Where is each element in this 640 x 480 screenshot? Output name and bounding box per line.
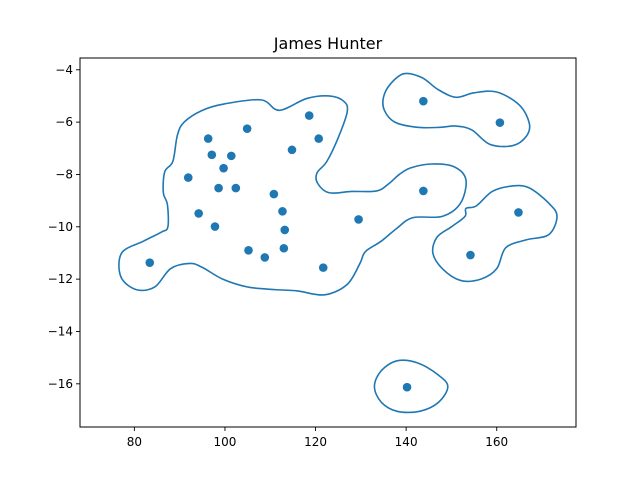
x-tick-label: 160 [485,435,508,449]
contour-line-3 [431,184,558,283]
data-point-23 [402,382,412,392]
data-point-16 [279,243,289,253]
x-tick-label: 120 [304,435,327,449]
data-point-12 [244,246,253,255]
y-tick-label: −12 [48,272,73,286]
data-point-27 [495,118,505,127]
data-point-13 [260,253,270,262]
data-point-22 [354,215,363,224]
data-point-10 [231,183,241,193]
x-tick-label: 100 [213,435,236,449]
data-point-25 [419,186,428,196]
y-axis: −4 −6 −8 −10 −12 −14 −16 [48,63,80,391]
data-point-20 [314,134,324,143]
data-point-4 [203,134,213,143]
data-point-11 [242,124,252,133]
data-point-24 [419,96,428,106]
y-tick-label: −16 [48,377,73,391]
data-point-7 [214,183,223,193]
points-layer [145,96,523,392]
data-point-15 [278,207,287,216]
data-point-2 [183,173,193,182]
data-point-21 [318,263,328,272]
data-point-9 [226,151,236,161]
y-tick-label: −10 [48,220,73,234]
data-point-5 [207,150,217,160]
contour-line-1 [118,95,467,296]
plot-frame [79,57,577,428]
y-tick-label: −6 [55,115,73,129]
data-point-19 [304,111,314,120]
contour-line-2 [382,72,531,148]
chart-title: James Hunter [273,34,383,53]
x-tick-label: 140 [395,435,418,449]
data-point-6 [210,222,220,231]
y-tick-label: −8 [55,167,73,181]
y-tick-label: −4 [55,63,73,77]
data-point-17 [280,225,290,235]
y-tick-label: −14 [48,324,73,338]
data-point-14 [269,189,279,199]
data-point-28 [514,208,523,217]
x-axis: 80 100 120 140 160 [127,427,508,449]
contour-line-4 [373,359,449,414]
data-point-1 [145,258,155,267]
data-point-3 [194,209,203,218]
data-point-8 [219,163,228,173]
contour-layer [118,72,558,414]
x-tick-label: 80 [127,435,142,449]
data-point-26 [466,250,475,260]
data-point-18 [287,145,297,155]
